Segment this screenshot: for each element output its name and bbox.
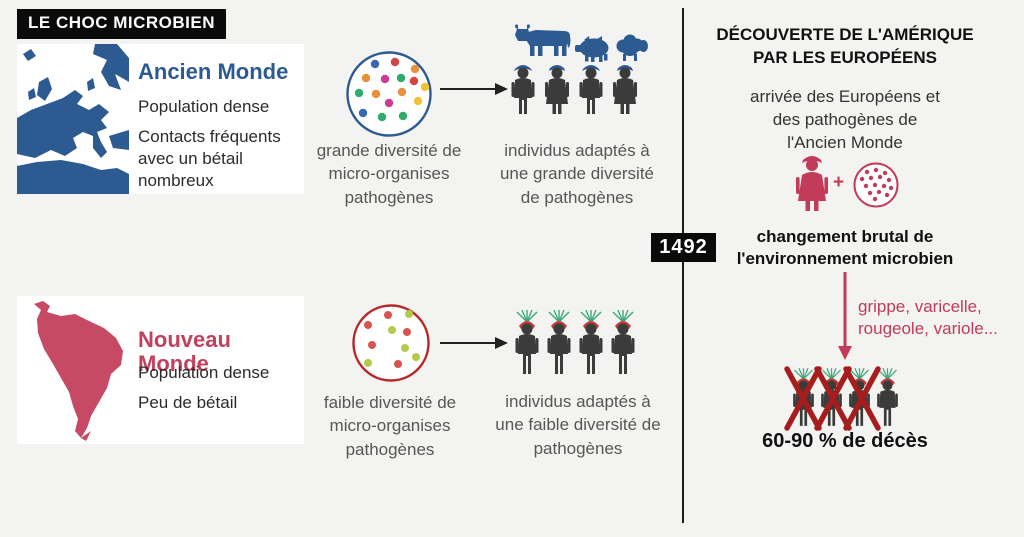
- timeline-year-badge: 1492: [651, 233, 716, 262]
- old-world-pathogens-caption: grande diversité de micro-organises path…: [316, 141, 462, 207]
- livestock-icons: [514, 22, 648, 62]
- deaths-text: 60-90 % de décès: [762, 430, 928, 452]
- old-world-card: Ancien Monde Population dense Contacts f…: [17, 44, 304, 194]
- native-person-icon: [611, 310, 635, 374]
- new-world-pathogen-circle-icon: [352, 304, 430, 382]
- right-panel-title: DÉCOUVERTE DE L'AMÉRIQUE PAR LES EUROPÉE…: [716, 25, 974, 67]
- old-world-people-caption: individus adaptés à une grande diversité…: [499, 141, 655, 207]
- european-person-icon: [579, 65, 603, 114]
- european-person-icon: [545, 65, 569, 114]
- native-person-icon: [515, 310, 539, 374]
- south-america-map-icon: [34, 301, 123, 441]
- arrival-text: arrivée des Européens et des pathogènes …: [750, 87, 940, 152]
- title-banner-label: LE CHOC MICROBIEN: [28, 13, 215, 32]
- sheep-icon: [616, 34, 648, 61]
- red-european-person-icon: [796, 156, 828, 211]
- native-person-icon: [579, 310, 603, 374]
- old-world-fact-livestock: Contacts fréquents avec un bétail nombre…: [138, 127, 281, 191]
- old-world-fact-population: Population dense: [138, 97, 270, 116]
- arrow-down-icon: [838, 272, 852, 360]
- cross-x-icon: [784, 366, 881, 431]
- new-world-people-caption: individus adaptés à une faible diversité…: [495, 392, 661, 458]
- timeline-line: [682, 8, 684, 523]
- change-text: changement brutal de l'environnement mic…: [736, 227, 954, 269]
- native-person-icon: [877, 368, 898, 426]
- arrow-right-icon: [440, 83, 508, 95]
- diseases-text: grippe, varicelle, rougeole, variole...: [858, 297, 998, 339]
- new-world-card: Nouveau Monde Population dense Peu de bé…: [17, 296, 304, 444]
- old-world-pathogen-circle-icon: [346, 51, 432, 137]
- new-world-people-icons: [512, 310, 638, 376]
- new-world-fact-livestock: Peu de bétail: [138, 393, 238, 412]
- native-person-icon: [547, 310, 571, 374]
- europe-map-icon: [17, 44, 129, 194]
- new-world-title: Nouveau Monde: [138, 327, 231, 377]
- native-person-icon: [793, 368, 814, 426]
- old-world-people-icons: [508, 60, 640, 115]
- new-world-fact-population: Population dense: [138, 363, 270, 382]
- cow-icon: [515, 24, 571, 56]
- old-world-title: Ancien Monde: [138, 59, 289, 84]
- european-person-icon: [511, 65, 535, 114]
- european-person-icon: [613, 65, 637, 114]
- plus-sign: +: [833, 172, 845, 193]
- pig-icon: [575, 36, 609, 62]
- title-banner: LE CHOC MICROBIEN: [17, 9, 226, 39]
- arriving-pathogens-circle-icon: [853, 162, 899, 208]
- new-world-pathogens-caption: faible diversité de micro-organises path…: [323, 393, 457, 459]
- arrow-right-icon: [440, 337, 508, 349]
